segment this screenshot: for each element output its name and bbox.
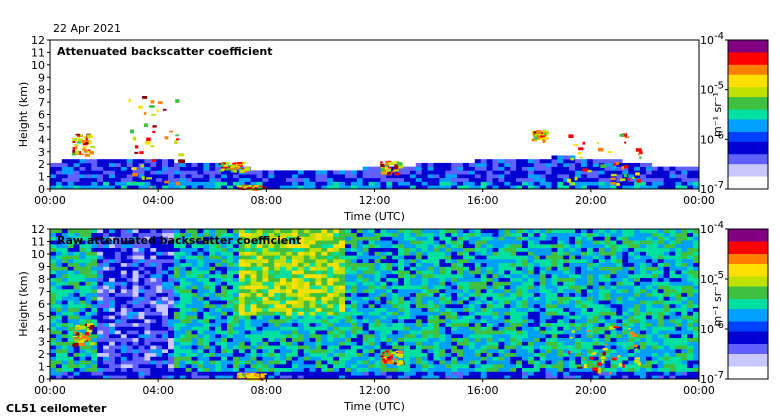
x-tick-label: 00:00 xyxy=(683,384,715,397)
x-tick-label: 08:00 xyxy=(250,384,282,397)
x-tick-label: 00:00 xyxy=(34,384,66,397)
y-tick-label: 9 xyxy=(38,261,45,274)
y-tick-label: 11 xyxy=(31,236,45,249)
date-label: 22 Apr 2021 xyxy=(53,22,121,35)
backscatter-field xyxy=(50,155,700,190)
instrument-label: CL51 ceilometer xyxy=(6,402,107,415)
y-tick-label: 7 xyxy=(38,96,45,109)
x-tick-label: 12:00 xyxy=(359,194,391,207)
x-tick-label: 12:00 xyxy=(359,384,391,397)
cloud-layer xyxy=(568,326,641,375)
y-tick-label: 1 xyxy=(38,171,45,184)
colorbar-tick-label: 10-7 xyxy=(700,370,724,386)
y-tick-label: 5 xyxy=(38,311,45,324)
x-tick-label: 00:00 xyxy=(683,194,715,207)
y-tick-label: 12 xyxy=(31,34,45,47)
colorbar-frame xyxy=(727,39,769,190)
y-tick-label: 8 xyxy=(38,273,45,286)
y-tick-label: 11 xyxy=(31,46,45,59)
y-tick-label: 3 xyxy=(38,146,45,159)
y-tick-label: 5 xyxy=(38,121,45,134)
x-tick-label: 08:00 xyxy=(250,194,282,207)
y-tick-label: 7 xyxy=(38,286,45,299)
colorbar-unit-label: m⁻¹ sr⁻¹ xyxy=(711,92,724,137)
panel-title: Raw attenuated backscatter coefficient xyxy=(57,234,301,247)
y-tick-label: 0 xyxy=(38,373,45,386)
colorbar-top: 10-410-510-610-7m⁻¹ sr⁻¹ xyxy=(700,31,769,196)
colorbar-tick-label: 10-4 xyxy=(700,220,724,236)
colorbar-frame xyxy=(727,228,769,380)
x-axis-label: Time (UTC) xyxy=(343,400,405,413)
x-tick-label: 16:00 xyxy=(467,384,499,397)
cloud-layer xyxy=(380,160,404,176)
y-tick-label: 8 xyxy=(38,84,45,97)
colorbar-tick-label: 10-4 xyxy=(700,31,724,47)
y-tick-label: 9 xyxy=(38,71,45,84)
x-axis-label: Time (UTC) xyxy=(343,210,405,223)
cloud-layer xyxy=(236,184,267,191)
x-tick-label: 20:00 xyxy=(575,384,607,397)
y-tick-label: 4 xyxy=(38,323,45,336)
colorbar-bottom: 10-410-510-610-7m⁻¹ sr⁻¹ xyxy=(700,220,769,386)
y-axis-label: Height (km) xyxy=(17,82,30,148)
x-tick-label: 20:00 xyxy=(575,194,607,207)
cloud-layer xyxy=(380,350,405,367)
x-tick-label: 00:00 xyxy=(34,194,66,207)
x-tick-label: 04:00 xyxy=(142,194,174,207)
cloud-layer xyxy=(128,96,186,189)
y-tick-label: 2 xyxy=(38,158,45,171)
y-tick-label: 12 xyxy=(31,223,45,236)
backscatter-field xyxy=(50,229,700,380)
y-tick-label: 10 xyxy=(31,248,45,261)
y-tick-label: 2 xyxy=(38,348,45,361)
cloud-layer xyxy=(531,129,550,143)
y-axis-label: Height (km) xyxy=(17,271,30,337)
y-tick-label: 6 xyxy=(38,109,45,122)
y-tick-label: 4 xyxy=(38,133,45,146)
y-tick-label: 0 xyxy=(38,183,45,196)
x-tick-label: 16:00 xyxy=(467,194,499,207)
y-tick-label: 1 xyxy=(38,361,45,374)
y-tick-label: 10 xyxy=(31,59,45,72)
colorbar-tick-label: 10-7 xyxy=(700,180,724,196)
cloud-layer xyxy=(72,323,96,347)
cloud-layer xyxy=(218,161,251,173)
cloud-layer xyxy=(567,133,643,186)
panel-title: Attenuated backscatter coefficient xyxy=(57,45,273,58)
cloud-layer xyxy=(71,133,96,157)
y-tick-label: 6 xyxy=(38,298,45,311)
colorbar-unit-label: m⁻¹ sr⁻¹ xyxy=(711,282,724,327)
y-tick-label: 3 xyxy=(38,336,45,349)
x-tick-label: 04:00 xyxy=(142,384,174,397)
